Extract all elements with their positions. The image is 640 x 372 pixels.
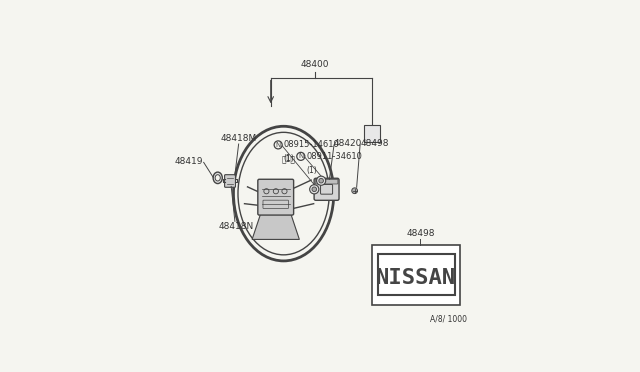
Circle shape — [317, 176, 326, 185]
Text: A/8/ 1000: A/8/ 1000 — [430, 315, 467, 324]
Polygon shape — [252, 214, 300, 240]
FancyBboxPatch shape — [225, 175, 236, 187]
FancyBboxPatch shape — [258, 179, 294, 215]
Ellipse shape — [215, 175, 220, 181]
Ellipse shape — [238, 132, 329, 255]
Text: 48420: 48420 — [334, 139, 362, 148]
Text: 【1】: 【1】 — [282, 154, 296, 163]
Text: 48419: 48419 — [175, 157, 204, 166]
Text: 48418M: 48418M — [221, 134, 257, 144]
Text: N: N — [298, 153, 303, 159]
Circle shape — [310, 185, 319, 194]
Text: 48498: 48498 — [360, 139, 388, 148]
Ellipse shape — [213, 172, 222, 183]
Text: 48400: 48400 — [301, 60, 330, 69]
Bar — [364, 125, 380, 142]
Text: 48498: 48498 — [406, 229, 435, 238]
Text: NISSAN: NISSAN — [376, 267, 456, 288]
Bar — [378, 254, 454, 295]
Text: 08915-14610: 08915-14610 — [284, 140, 340, 150]
Text: 08911-34610: 08911-34610 — [307, 152, 362, 161]
Circle shape — [312, 187, 317, 192]
Text: N: N — [276, 142, 281, 148]
Text: (1): (1) — [307, 166, 317, 174]
Circle shape — [319, 179, 323, 183]
FancyBboxPatch shape — [316, 179, 338, 184]
FancyBboxPatch shape — [314, 178, 339, 200]
Text: (1): (1) — [284, 154, 294, 163]
Circle shape — [352, 188, 358, 193]
Text: 48418N: 48418N — [219, 222, 254, 231]
Bar — [372, 245, 460, 305]
